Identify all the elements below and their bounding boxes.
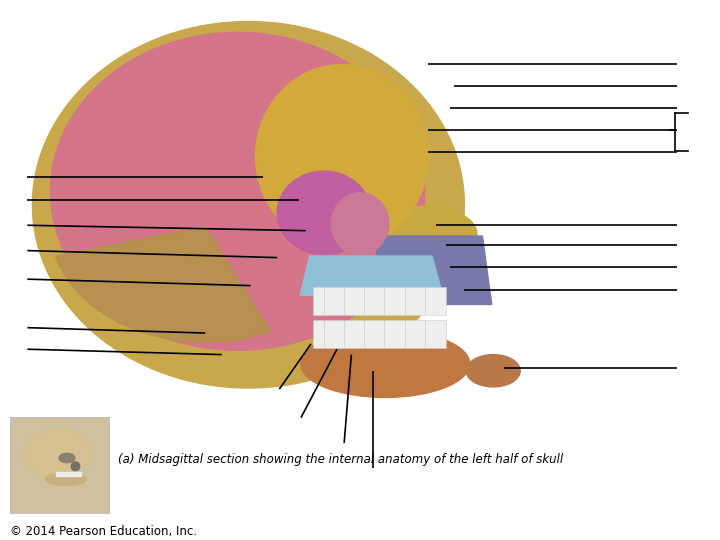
Ellipse shape (23, 429, 92, 478)
Ellipse shape (372, 206, 477, 263)
Ellipse shape (467, 355, 521, 387)
Text: © 2014 Pearson Education, Inc.: © 2014 Pearson Education, Inc. (10, 525, 197, 538)
Bar (313, 287, 446, 315)
Wedge shape (55, 226, 271, 342)
Ellipse shape (32, 22, 464, 388)
Ellipse shape (45, 473, 86, 485)
Ellipse shape (331, 193, 389, 255)
Ellipse shape (256, 65, 428, 248)
Polygon shape (374, 236, 492, 305)
Ellipse shape (50, 32, 425, 350)
Ellipse shape (71, 462, 80, 471)
Bar (10, 417, 109, 513)
Bar (56, 472, 81, 476)
Text: (a) Midsagittal section showing the internal anatomy of the left half of skull: (a) Midsagittal section showing the inte… (118, 453, 563, 466)
Bar (313, 320, 446, 348)
Ellipse shape (59, 453, 75, 463)
Ellipse shape (300, 330, 469, 397)
Ellipse shape (277, 171, 371, 255)
Polygon shape (300, 256, 443, 295)
